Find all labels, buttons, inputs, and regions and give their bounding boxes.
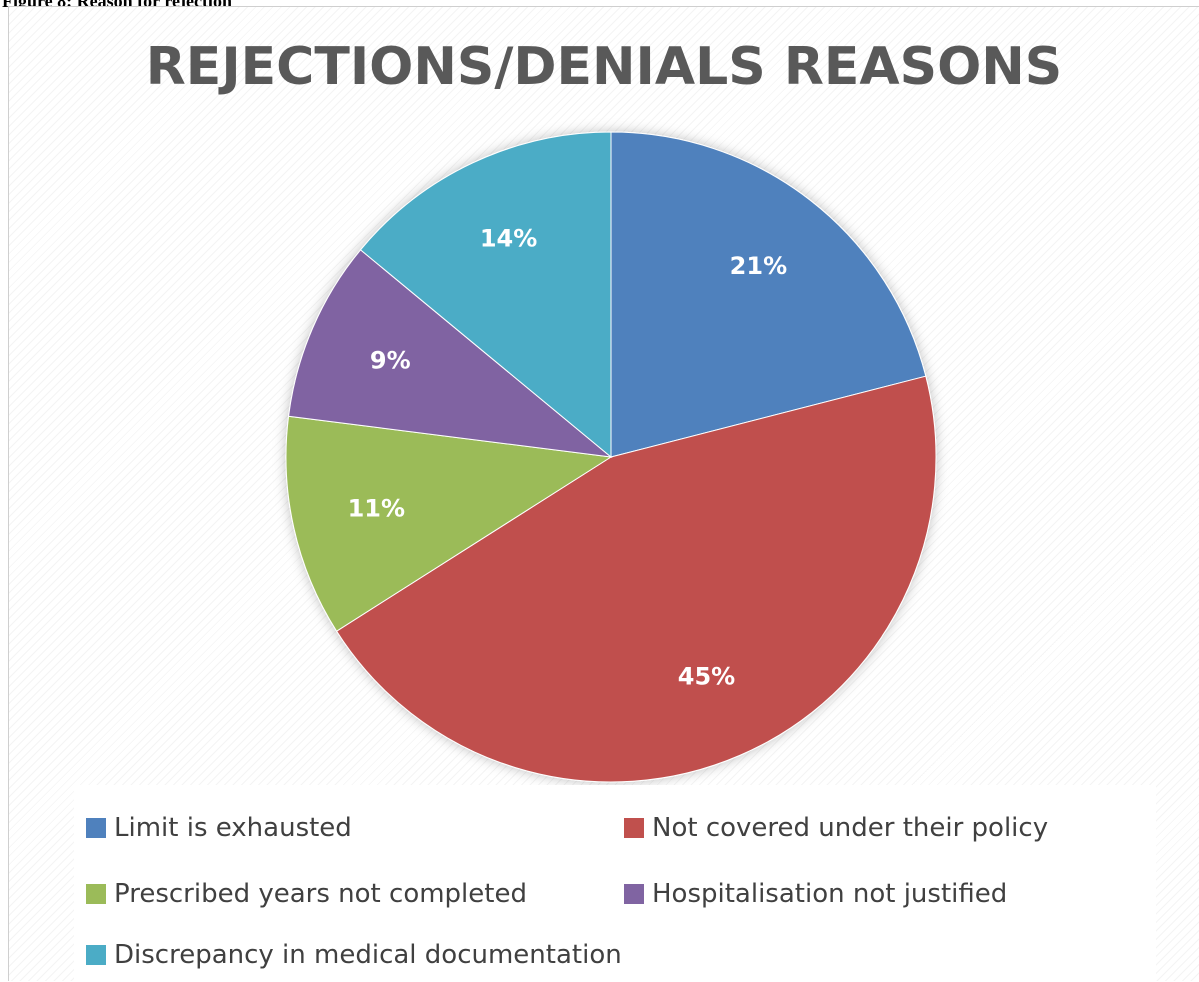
legend-item-prescribed-years: Prescribed years not completed xyxy=(86,879,527,909)
data-label-not-covered: 45% xyxy=(678,663,735,691)
legend-swatch xyxy=(624,818,644,838)
legend-swatch xyxy=(86,945,106,965)
chart-title: REJECTIONS/DENIALS REASONS xyxy=(145,37,1063,97)
pie-slice-prescribed-years xyxy=(285,415,613,632)
chart-area: REJECTIONS/DENIALS REASONS 21% 45% 11% 9% 14… xyxy=(8,6,1199,981)
data-label-discrepancy: 14% xyxy=(480,224,537,252)
legend-item-not-covered: Not covered under their policy xyxy=(624,813,1048,843)
data-label-hospitalisation: 9% xyxy=(370,346,411,374)
legend-item-discrepancy: Discrepancy in medical documentation xyxy=(86,940,622,970)
pie-slice-not-covered xyxy=(335,375,937,783)
pie-slice-hospitalisation xyxy=(288,249,613,458)
legend-label: Hospitalisation not justified xyxy=(652,879,1008,909)
legend-swatch xyxy=(624,884,644,904)
data-label-limit-exhausted: 21% xyxy=(730,252,787,280)
legend-label: Limit is exhausted xyxy=(114,813,352,843)
pie-slices xyxy=(285,131,937,783)
legend-label: Discrepancy in medical documentation xyxy=(114,940,622,970)
legend-label: Prescribed years not completed xyxy=(114,879,527,909)
data-label-prescribed-years: 11% xyxy=(348,494,405,522)
legend-item-limit-exhausted: Limit is exhausted xyxy=(86,813,352,843)
pie-slice-limit-exhausted xyxy=(610,131,927,458)
pie-chart: 21% 45% 11% 9% 14% xyxy=(285,131,937,783)
chart-legend: Limit is exhausted Not covered under the… xyxy=(74,785,1156,981)
legend-swatch xyxy=(86,818,106,838)
legend-item-hospitalisation: Hospitalisation not justified xyxy=(624,879,1007,909)
legend-label: Not covered under their policy xyxy=(652,813,1049,843)
pie-data-labels: 21% 45% 11% 9% 14% xyxy=(348,224,788,690)
pie-slice-discrepancy xyxy=(359,131,612,459)
figure-caption: Figure 8: Reason for rejection xyxy=(2,0,232,12)
legend-swatch xyxy=(86,884,106,904)
